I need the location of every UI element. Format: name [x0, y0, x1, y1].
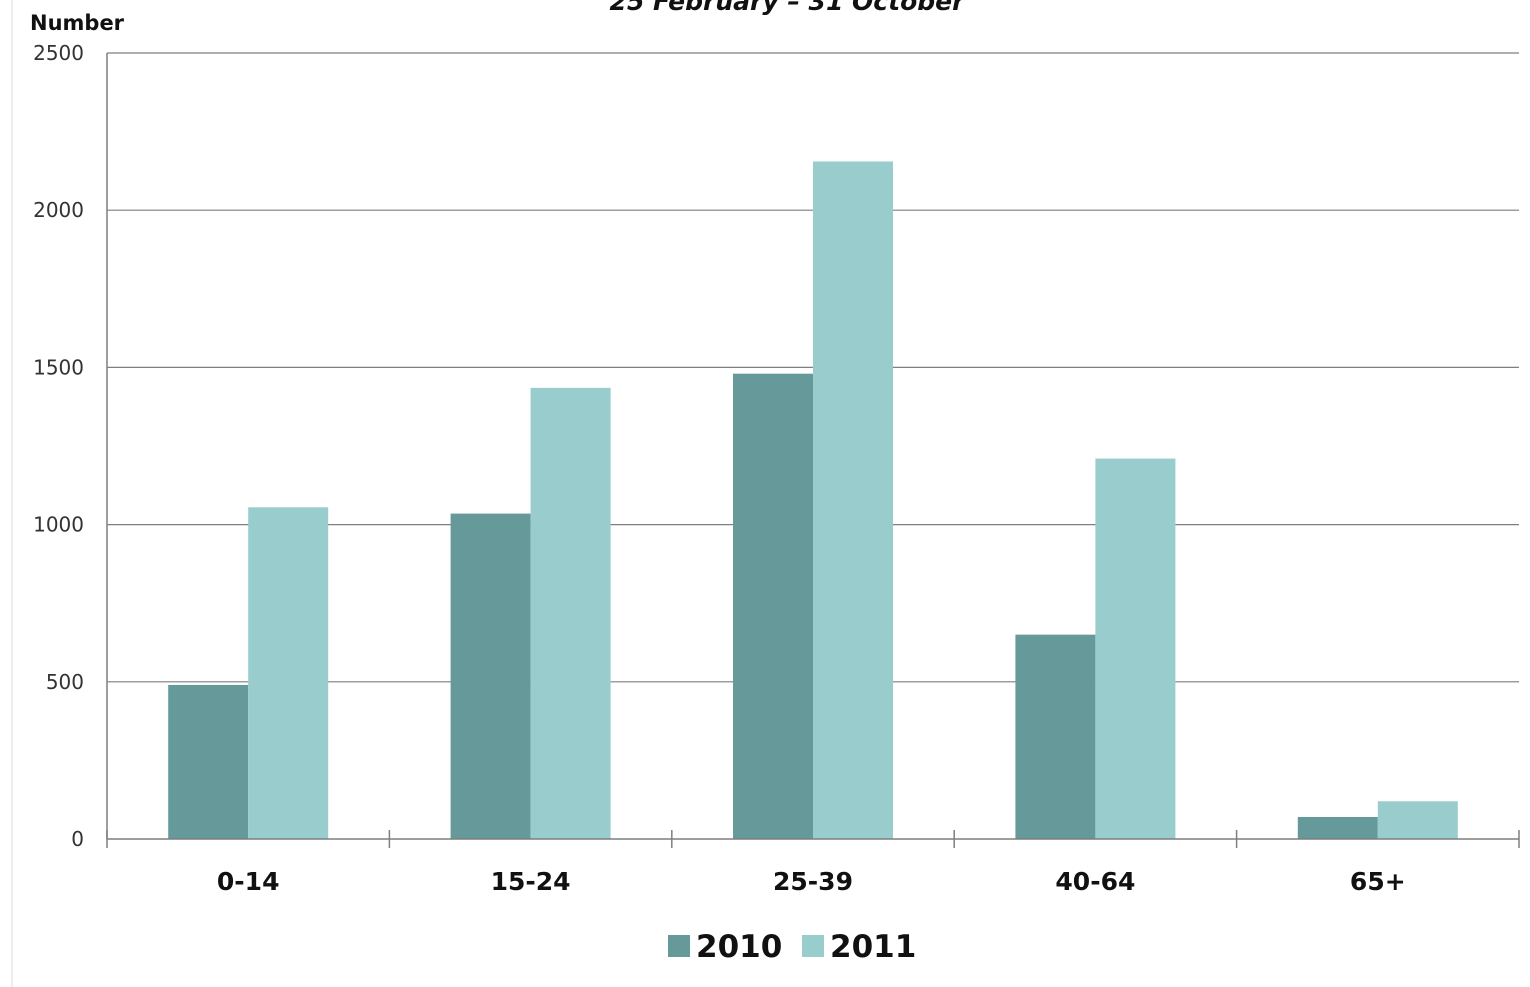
x-tick-label: 25-39 — [773, 867, 853, 896]
legend-swatch-2010 — [668, 935, 690, 957]
legend-swatch-2011 — [802, 935, 824, 957]
bars — [168, 161, 1458, 839]
legend-label-2010: 2010 — [696, 929, 782, 965]
y-tick-label: 1500 — [33, 355, 84, 379]
bar-2011-65+ — [1377, 801, 1458, 839]
bar-2011-0-14 — [248, 507, 329, 839]
chart-title: 25 February – 31 October — [610, 0, 967, 16]
x-tick-label: 65+ — [1350, 867, 1406, 896]
y-axis-label: Number — [30, 11, 125, 35]
y-tick-label: 500 — [46, 670, 84, 694]
bar-2010-15-24 — [450, 513, 531, 839]
y-tick-label: 1000 — [33, 513, 84, 537]
bar-2011-15-24 — [530, 387, 611, 839]
y-tick-label: 2000 — [33, 198, 84, 222]
x-axis — [106, 53, 1520, 848]
x-tick-label: 40-64 — [1055, 867, 1135, 896]
bar-2010-0-14 — [168, 684, 249, 839]
legend: 2010 2011 — [668, 929, 916, 965]
y-axis-ticks: 0 500 1000 1500 2000 2500 — [33, 41, 84, 851]
bar-2011-25-39 — [813, 161, 893, 839]
x-tick-label: 15-24 — [491, 867, 571, 896]
bar-2010-25-39 — [733, 373, 813, 839]
bar-2010-40-64 — [1015, 634, 1096, 839]
bar-2010-65+ — [1297, 816, 1378, 839]
bar-2011-40-64 — [1095, 458, 1176, 839]
x-axis-ticks: 0-14 15-24 25-39 40-64 65+ — [217, 867, 1406, 896]
y-tick-label: 0 — [71, 827, 84, 851]
legend-label-2011: 2011 — [830, 929, 916, 965]
y-tick-label: 2500 — [33, 41, 84, 65]
x-tick-label: 0-14 — [217, 867, 280, 896]
